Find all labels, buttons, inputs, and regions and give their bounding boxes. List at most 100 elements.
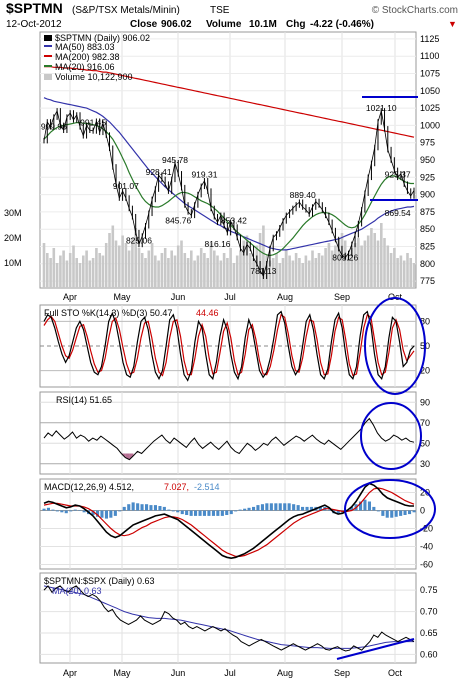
rsi-tick-label: 30 [420,459,430,469]
volume-bar [68,253,72,288]
stochastic-tick-label: 80 [420,316,430,326]
volume-bar [317,253,321,288]
volume-bar [186,258,190,288]
ratio-ma-line [43,585,414,649]
volume-bar [340,233,344,288]
price-point-label: 1021.10 [366,103,397,113]
price-point-label: 901.07 [113,181,139,191]
macd-histogram-bar [225,510,229,515]
macd-histogram-bar [216,510,220,516]
macd-histogram-bar [283,503,287,511]
volume-bar [147,250,151,288]
x-tick-label-bottom: May [113,668,131,678]
macd-histogram-bar [100,510,104,518]
volume-bar [337,238,340,288]
ma50-line [43,97,415,251]
ma200-line [44,66,415,138]
price-point-label: 781.13 [250,266,276,276]
price-tick-label: 825 [420,241,435,251]
volume-bar [137,248,141,288]
volume-bar [101,255,105,288]
macd-histogram-bar [403,510,407,515]
volume-bar [298,258,301,288]
volume-bar [262,225,265,288]
price-point-label: 809.26 [332,252,358,262]
ratio-panel-frame [39,572,417,664]
rsi-tick-label: 70 [420,418,430,428]
x-tick-label-bottom: Oct [388,668,403,678]
volume-bar [216,255,219,288]
macd-histogram-bar [171,510,175,512]
macd-histogram-bar [96,510,100,517]
volume-bar [157,260,160,288]
volume-bar [95,248,98,288]
macd-histogram-bar [198,510,202,516]
volume-bar [170,250,173,288]
volume-bar [330,250,334,288]
macd-histogram-bar [301,506,305,511]
volume-bar [301,263,304,288]
macd-histogram-bar [51,509,55,511]
rsi-tick-label: 90 [420,397,430,407]
macd-histogram-bar [127,504,131,511]
volume-bar [360,245,363,288]
macd-hist-label: -2.514 [194,482,220,492]
macd-histogram-bar [202,510,206,516]
price-point-label: 845.76 [165,216,191,226]
x-tick-label-top: Apr [63,292,77,302]
price-point-label: 869.54 [385,208,411,218]
volume-bar [183,253,187,288]
macd-histogram-bar [207,510,211,516]
volume-bar [370,228,373,288]
volume-bar [91,258,95,288]
symbol-title: $SPTMN [6,0,63,16]
ratio-trendline [336,638,415,660]
ratio-tick-label: 0.65 [420,628,438,638]
volume-bar [160,253,164,288]
macd-histogram-bar [220,510,224,516]
ratio-tick-label: 0.75 [420,585,438,595]
macd-histogram-bar [136,503,140,511]
macd-histogram-bar [73,509,77,511]
volume-label: Volume [206,19,242,30]
macd-histogram-bar [46,507,50,511]
volume-bar [285,250,288,288]
macd-histogram-bar [305,506,309,511]
volume-bar [203,253,206,288]
price-tick-label: 800 [420,259,435,269]
volume-bar [252,258,255,288]
macd-histogram-bar [309,506,313,511]
price-tick-label: 850 [420,224,435,234]
macd-histogram-bar [122,506,126,511]
volume-bar [42,243,46,288]
macd-histogram-bar [113,510,117,516]
volume-bar [222,253,226,288]
x-tick-label-bottom: Aug [277,668,293,678]
volume-bar [366,235,370,288]
volume-bar [393,248,396,288]
macd-panel-frame [39,478,417,570]
change-value: -4.22 (-0.46%) [310,19,374,30]
macd-histogram-bar [265,503,269,511]
volume-bar [65,260,69,288]
price-tick-label: 925 [420,172,435,182]
macd-histogram-bar [55,510,59,512]
volume-bar [78,263,82,288]
price-legend: $SPTMN (Daily) 906.02 MA(50) 883.03 MA(2… [44,33,150,82]
macd-histogram-bar [229,510,233,515]
macd-label: MACD(12,26,9) 4.512, [44,482,134,492]
macd-histogram-bar [269,503,273,511]
stochastic-circle [364,297,426,395]
macd-histogram-bar [399,510,403,516]
macd-histogram-bar [318,506,322,511]
rsi-panel-frame [39,391,417,475]
volume-bar [278,263,282,288]
price-point-label: 945.78 [162,155,188,165]
volume-bar [363,240,367,288]
volume-bar [127,250,131,288]
volume-bar [213,250,216,288]
exchange-label: TSE [210,5,230,16]
price-point-label: 825.06 [126,236,152,246]
volume-bar [199,248,203,288]
price-tick-label: 1000 [420,120,440,130]
